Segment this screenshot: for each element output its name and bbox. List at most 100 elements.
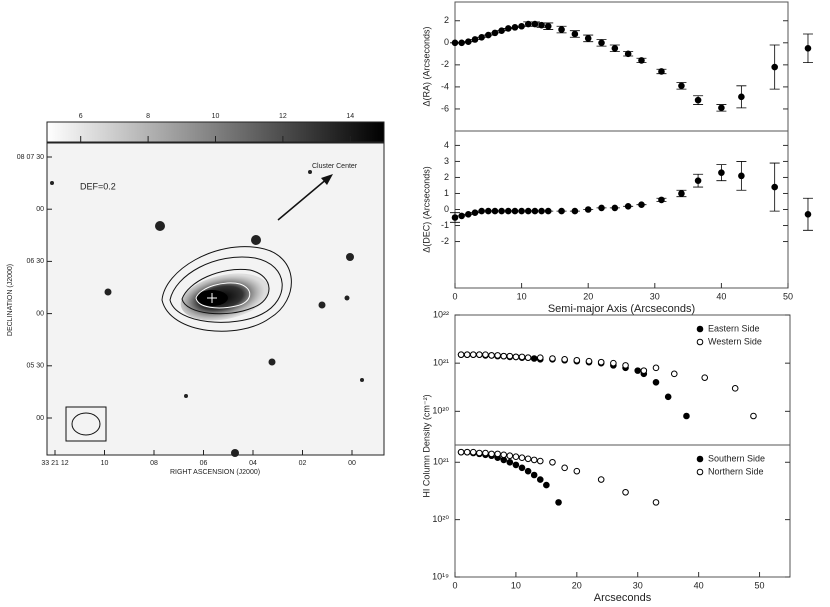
point (488, 450, 495, 458)
point (469, 351, 477, 358)
point (571, 30, 579, 38)
legend-marker (696, 338, 704, 346)
y-tick-label: 0 (444, 204, 449, 214)
point (494, 450, 501, 458)
point (597, 476, 605, 483)
y-tick-label: 0 (444, 37, 449, 47)
point (573, 467, 581, 475)
annotation: Cluster Center (312, 163, 358, 170)
plot-frame (454, 444, 791, 578)
point (471, 36, 479, 43)
y-tick-label: 2 (444, 15, 449, 25)
legend-marker (696, 455, 704, 463)
point (555, 499, 562, 506)
x-tick-label: 0 (452, 580, 457, 590)
y-tick-label: 00 (36, 206, 44, 213)
colorbar-tick-label: 8 (146, 113, 150, 120)
point (457, 448, 465, 456)
y-tick-label: -4 (441, 81, 449, 91)
x-tick-label: 30 (650, 291, 660, 301)
point (476, 449, 483, 457)
point (652, 364, 660, 372)
point (506, 352, 514, 360)
point (738, 172, 745, 180)
point (652, 499, 660, 506)
x-axis-label: Arcseconds (594, 592, 652, 604)
y-tick-label: -6 (441, 103, 449, 113)
point (531, 20, 539, 28)
point (506, 458, 514, 466)
x-tick-label: 33 21 12 (41, 460, 68, 467)
point (573, 356, 581, 364)
point (524, 20, 532, 28)
point (624, 202, 632, 210)
x-tick-label: 10 (101, 460, 109, 467)
point (610, 359, 617, 367)
y-axis-label: Δ(DEC) (Arcseconds) (421, 166, 431, 253)
point (622, 488, 629, 496)
y-tick-label: 00 (36, 415, 44, 422)
point (491, 29, 499, 37)
point (518, 464, 526, 472)
y-tick-label: -2 (441, 59, 449, 69)
image-features (50, 170, 364, 457)
point (658, 68, 665, 75)
legend-label: Eastern Side (708, 323, 760, 333)
y-axis-label: HI Column Density (cm⁻²) (421, 394, 431, 497)
y-tick-label: 10²² (433, 309, 449, 319)
arrow-head (321, 174, 333, 185)
plot-frame (454, 314, 791, 446)
point (500, 352, 508, 360)
point (558, 207, 565, 215)
point (701, 374, 709, 381)
annotation: DEF=0.2 (80, 181, 116, 191)
colorbar-tick-label: 6 (79, 113, 83, 120)
point (622, 362, 629, 369)
legend-label: Northern Side (708, 466, 764, 476)
point (670, 370, 678, 378)
point (536, 354, 544, 361)
plot-frame (454, 130, 789, 289)
colorbar-tick-label: 12 (279, 113, 287, 120)
point (694, 177, 702, 184)
point (512, 461, 520, 469)
point (506, 452, 514, 460)
point (718, 104, 725, 112)
point (538, 21, 545, 29)
point (543, 481, 550, 489)
point (678, 82, 685, 90)
point (584, 35, 592, 42)
x-tick-label: 40 (694, 580, 704, 590)
point (598, 39, 605, 47)
point (458, 39, 465, 47)
point (463, 448, 471, 456)
x-axis-label: RIGHT ASCENSION (J2000) (170, 469, 260, 476)
point (457, 351, 465, 358)
point (678, 190, 685, 197)
y-axis-label: Δ(RA) (Arcseconds) (421, 26, 431, 106)
y-tick-label: 05 30 (26, 363, 44, 370)
legend-marker (696, 468, 704, 476)
x-tick-label: 50 (755, 580, 765, 590)
point (488, 352, 495, 359)
x-tick-label: 08 (150, 460, 158, 467)
x-tick-label: 04 (249, 460, 257, 467)
y-tick-label: -1 (441, 220, 449, 230)
y-tick-label: 10²⁰ (432, 406, 449, 416)
point (598, 204, 605, 212)
point (451, 214, 459, 221)
point (611, 45, 619, 52)
point (611, 204, 619, 212)
point (658, 196, 665, 204)
point (463, 351, 471, 358)
y-tick-label: 3 (444, 156, 449, 166)
point (512, 453, 520, 461)
x-tick-label: 40 (716, 291, 726, 301)
beam (71, 412, 101, 436)
point (518, 454, 526, 462)
point (584, 206, 592, 213)
point (652, 379, 660, 386)
point (561, 464, 568, 472)
x-tick-label: 02 (299, 460, 307, 467)
point (536, 476, 544, 483)
